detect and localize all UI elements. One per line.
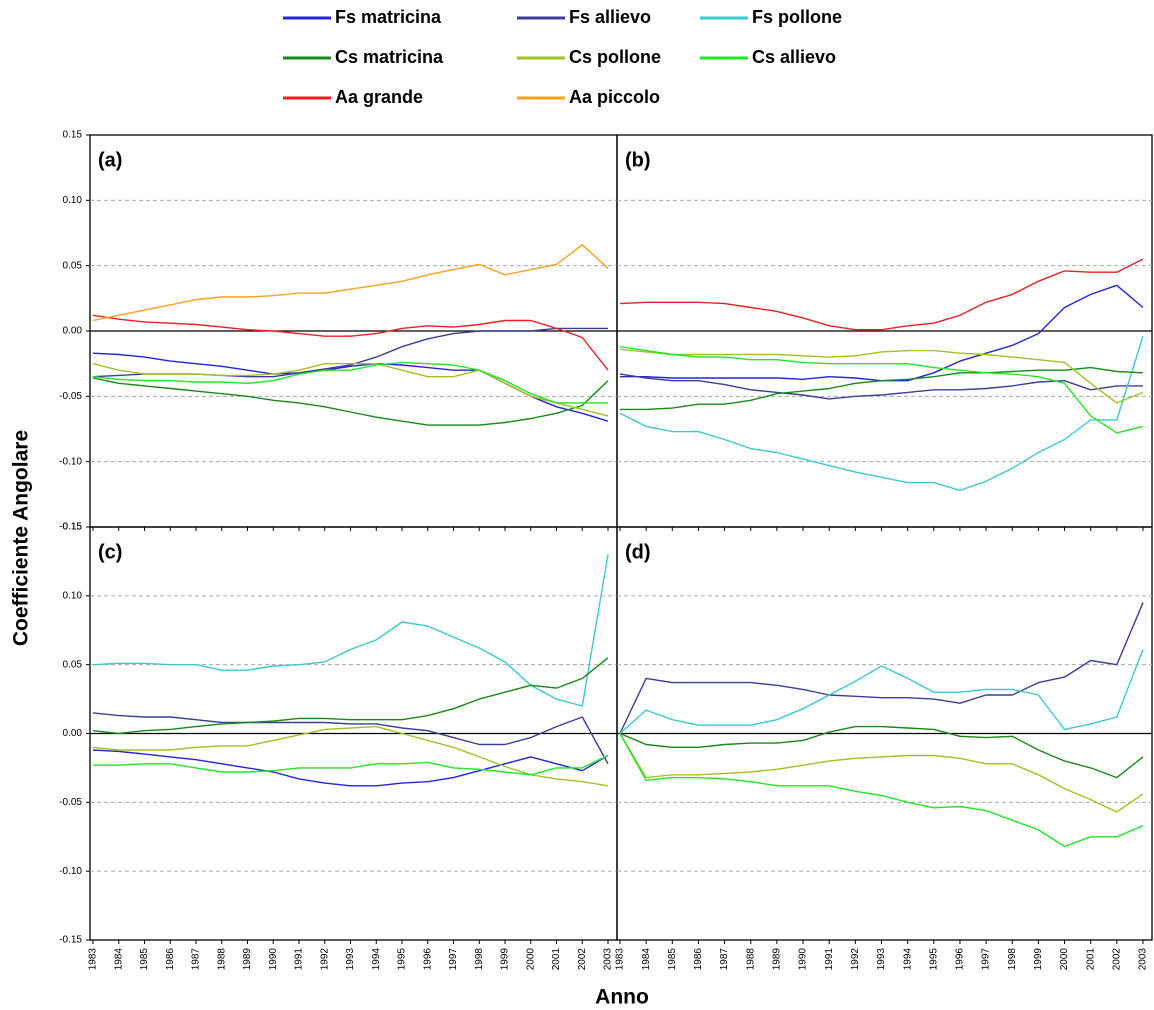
x-tick-label: 1987 <box>719 948 730 971</box>
x-tick-label: 1985 <box>139 948 150 971</box>
x-tick-label: 1989 <box>772 948 783 971</box>
y-axis-label: Coefficiente Angolare <box>10 430 33 646</box>
legend-label: Fs matricina <box>335 7 442 27</box>
x-tick-label: 1993 <box>345 948 356 971</box>
series-line <box>619 335 1144 492</box>
y-tick-label: 0.15 <box>63 130 83 141</box>
x-tick-label: 1987 <box>191 948 202 971</box>
x-tick-label: 1998 <box>474 948 485 971</box>
series-line <box>619 602 1144 734</box>
series-line <box>92 725 609 787</box>
x-tick-label: 1986 <box>165 948 176 971</box>
x-tick-label: 1990 <box>798 948 809 971</box>
series-line <box>620 284 1144 382</box>
x-tick-label: 1997 <box>981 948 992 971</box>
x-tick-label: 1999 <box>500 948 511 971</box>
series-line <box>619 348 1144 404</box>
x-tick-label: 1993 <box>876 948 887 971</box>
x-tick-label: 1998 <box>1007 948 1018 971</box>
x-tick-label: 1988 <box>745 948 756 971</box>
legend-label: Cs allievo <box>752 47 836 67</box>
legend-label: Cs matricina <box>335 47 444 67</box>
y-tick-label: 0.10 <box>63 195 83 206</box>
y-tick-label: 0.05 <box>63 260 83 271</box>
legend-label: Aa grande <box>335 87 423 107</box>
x-tick-label: 1989 <box>242 948 253 971</box>
series-line <box>92 749 609 787</box>
series-line <box>619 733 1144 813</box>
x-tick-label: 1999 <box>1033 948 1044 971</box>
x-tick-label: 1986 <box>693 948 704 971</box>
panel-title: (d) <box>625 541 651 563</box>
x-tick-label: 1991 <box>824 948 835 971</box>
y-tick-label: 0.15 <box>63 522 83 533</box>
series-line <box>92 657 609 735</box>
panel: 1983 1984 1985 1986 1987 1988 1989 1990 1991 1992… <box>615 526 1153 971</box>
series-line <box>92 363 609 417</box>
x-tick-label: 1990 <box>268 948 279 971</box>
legend-label: Cs pollone <box>569 47 661 67</box>
x-tick-label: 1994 <box>902 948 913 971</box>
x-tick-label: 2003 <box>1138 948 1149 971</box>
legend-label: Aa piccolo <box>569 87 660 107</box>
x-tick-label: 1996 <box>955 948 966 971</box>
panel: (b) <box>616 134 1153 531</box>
series-line <box>92 712 609 765</box>
x-tick-label: 1992 <box>319 948 330 971</box>
y-tick-label: -0.10 <box>59 456 82 467</box>
x-tick-label: 1992 <box>850 948 861 971</box>
x-tick-label: 1995 <box>928 948 939 971</box>
x-axis-label: Anno <box>595 986 649 1009</box>
x-tick-label: 2000 <box>525 948 536 971</box>
x-tick-label: 2003 <box>603 948 614 971</box>
x-tick-label: 1984 <box>113 948 124 971</box>
y-tick-label: -0.10 <box>59 866 82 877</box>
series-line <box>92 361 608 404</box>
x-tick-label: 2001 <box>551 948 562 971</box>
y-tick-label: 0.00 <box>63 326 83 337</box>
y-tick-label: -0.15 <box>59 935 82 946</box>
legend-label: Fs allievo <box>569 7 651 27</box>
series-line <box>92 554 609 707</box>
x-tick-label: 2001 <box>1085 948 1096 971</box>
panel-title: (c) <box>98 541 122 563</box>
x-tick-label: 1984 <box>641 948 652 971</box>
x-tick-label: 1983 <box>88 948 99 971</box>
series-line <box>619 649 1144 735</box>
y-tick-label: 0.10 <box>63 590 83 601</box>
y-tick-label: 0.05 <box>63 659 83 670</box>
series-line <box>620 366 1144 411</box>
x-tick-label: 2000 <box>1059 948 1070 971</box>
legend-label: Fs pollone <box>752 7 842 27</box>
x-tick-label: 1983 <box>615 948 626 971</box>
series-line <box>92 244 609 322</box>
panel-title: (b) <box>625 149 651 171</box>
series-line <box>619 258 1144 331</box>
y-tick-label: -0.05 <box>59 391 82 402</box>
series-line <box>93 754 609 776</box>
x-tick-label: 1994 <box>371 948 382 971</box>
series-line <box>92 377 609 426</box>
y-tick-label: -0.15 <box>59 522 82 533</box>
y-tick-label: 0.00 <box>63 728 83 739</box>
x-tick-label: 1991 <box>294 948 305 971</box>
x-tick-label: 2002 <box>577 948 588 971</box>
series-line <box>619 725 1144 779</box>
x-tick-label: 1995 <box>397 948 408 971</box>
series-line <box>619 733 1144 848</box>
y-tick-label: -0.05 <box>59 797 82 808</box>
panel: 0.15 0.10 0.05 0.00 -0.05 -0.10 -0.15 1983 1984 1… <box>59 522 618 971</box>
x-tick-label: 2002 <box>1111 948 1122 971</box>
x-tick-label: 1996 <box>422 948 433 971</box>
x-tick-label: 1985 <box>667 948 678 971</box>
x-tick-label: 1988 <box>216 948 227 971</box>
x-tick-label: 1997 <box>448 948 459 971</box>
series-line <box>619 346 1144 434</box>
panel: 0.15 0.10 0.05 0.00 -0.05 -0.10 -0.15 (a) <box>59 130 618 533</box>
series-line <box>92 314 609 371</box>
panel-title: (a) <box>98 149 122 171</box>
